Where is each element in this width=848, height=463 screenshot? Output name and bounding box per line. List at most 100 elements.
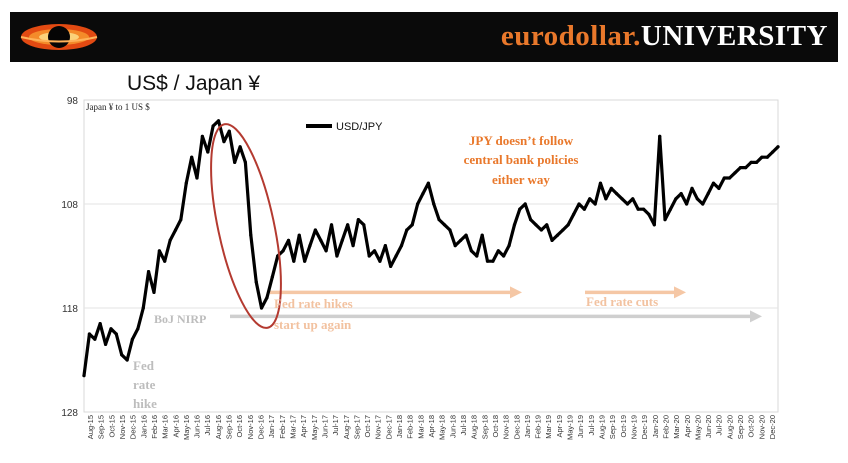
usdjpy-data-point: [771, 150, 775, 154]
usdjpy-data-point: [362, 223, 366, 227]
annotation-fed-rate-hike: rate: [133, 377, 156, 392]
x-tick-label: May-20: [693, 415, 702, 440]
x-tick-label: Dec-17: [384, 415, 393, 439]
usdjpy-data-point: [566, 223, 570, 227]
usdjpy-data-point: [711, 181, 716, 185]
usdjpy-data-point: [270, 275, 274, 279]
x-tick-label: Nov-19: [629, 415, 638, 439]
x-tick-label: May-19: [566, 415, 575, 440]
usdjpy-data-point: [281, 249, 285, 253]
x-tick-label: Mar-16: [161, 415, 170, 439]
usdjpy-data-point: [329, 223, 334, 227]
usdjpy-data-point: [496, 249, 500, 253]
usdjpy-data-point: [109, 327, 113, 331]
annotation-fed-rate-hike: Fed: [133, 358, 155, 373]
usdjpy-data-point: [453, 244, 457, 248]
usdjpy-data-point: [507, 244, 511, 248]
x-tick-label: Jul-16: [203, 415, 212, 435]
usdjpy-data-point: [319, 238, 323, 242]
usdjpy-data-point: [641, 207, 646, 211]
y-tick-label: 98: [67, 96, 79, 107]
usdjpy-data-point: [340, 238, 344, 242]
usdjpy-data-point: [222, 140, 226, 144]
x-tick-label: Jan-19: [523, 415, 532, 438]
usdjpy-data-point: [512, 223, 517, 227]
usdjpy-data-point: [146, 270, 151, 274]
usdjpy-data-point: [130, 337, 135, 341]
usdjpy-data-point: [727, 176, 732, 180]
usdjpy-data-point: [615, 192, 619, 196]
x-tick-label: Feb-19: [534, 415, 543, 439]
usdjpy-data-point: [765, 155, 769, 159]
header-banner: eurodollar.UNIVERSITY: [10, 12, 838, 62]
brand-wordmark: eurodollar.UNIVERSITY: [501, 20, 828, 53]
usdjpy-data-point: [663, 218, 667, 222]
usdjpy-data-point: [539, 228, 543, 232]
usdjpy-data-point: [652, 223, 656, 227]
x-tick-label: Oct-20: [747, 415, 756, 438]
x-tick-label: Aug-19: [598, 415, 607, 439]
x-tick-label: Sep-18: [480, 415, 489, 439]
usdjpy-data-point: [668, 207, 673, 211]
x-tick-label: Dec-19: [640, 415, 649, 439]
boj-nirp-arrow-head: [750, 310, 762, 323]
usdjpy-data-point: [249, 233, 253, 237]
usdjpy-data-point: [410, 223, 414, 227]
x-tick-label: Nov-15: [118, 415, 127, 439]
usdjpy-data-point: [136, 327, 140, 331]
usdjpy-data-point: [356, 218, 360, 222]
y-tick-label: 128: [61, 408, 78, 419]
usdjpy-data-point: [416, 202, 420, 206]
usdjpy-data-point: [383, 244, 387, 248]
x-tick-label: Sep-19: [608, 415, 617, 439]
black-hole-logo-icon: [20, 24, 98, 50]
x-tick-label: Dec-20: [768, 415, 777, 439]
usdjpy-data-point: [335, 254, 339, 258]
usdjpy-data-point: [432, 202, 436, 206]
usdjpy-data-point: [421, 192, 425, 196]
fed-hikes-arrow-head: [510, 286, 522, 299]
x-tick-label: Oct-17: [363, 415, 372, 438]
usdjpy-data-point: [636, 207, 640, 211]
usdjpy-data-point: [227, 129, 231, 133]
annotation-fed-rate-hike: hike: [133, 396, 157, 411]
usdjpy-data-point: [706, 192, 710, 196]
usdjpy-data-point: [480, 233, 484, 237]
x-tick-label: Dec-18: [512, 415, 521, 439]
usdjpy-data-point: [529, 218, 533, 222]
usdjpy-data-point: [179, 218, 183, 222]
usdjpy-data-point: [297, 233, 301, 237]
usdjpy-data-point: [184, 181, 188, 185]
usdjpy-data-point: [582, 207, 586, 211]
usdjpy-data-point: [437, 218, 441, 222]
x-tick-label: Nov-18: [502, 415, 511, 439]
x-tick-label: Jun-18: [448, 415, 457, 438]
usdjpy-data-point: [722, 176, 726, 180]
annotation-fed-rate-hikes-again: Fed rate hikes: [274, 296, 353, 311]
usdjpy-data-point: [141, 306, 145, 310]
usdjpy-data-point: [399, 244, 404, 248]
y-tick-label: 108: [61, 200, 78, 211]
usdjpy-data-point: [717, 186, 721, 190]
usdjpy-data-point: [195, 176, 199, 180]
x-tick-label: Apr-16: [171, 415, 180, 438]
x-tick-label: Feb-18: [406, 415, 415, 439]
x-tick-label: Oct-16: [235, 415, 244, 438]
usdjpy-data-point: [114, 332, 118, 336]
usdjpy-data-point: [658, 134, 662, 138]
usdjpy-data-point: [561, 228, 565, 232]
usdjpy-data-point: [442, 223, 447, 227]
x-tick-label: Sep-20: [736, 415, 745, 439]
usdjpy-data-point: [674, 197, 678, 201]
x-tick-label: Mar-17: [288, 415, 297, 439]
x-tick-label: Aug-20: [725, 415, 734, 439]
x-tick-label: Nov-20: [757, 415, 766, 439]
x-tick-label: Sep-16: [225, 415, 234, 439]
x-tick-label: May-18: [438, 415, 447, 440]
usdjpy-data-point: [475, 254, 479, 258]
usdjpy-data-point: [738, 166, 743, 170]
x-tick-label: Oct-18: [491, 415, 500, 438]
usdjpy-data-point: [168, 238, 172, 242]
usdjpy-data-point: [378, 259, 382, 263]
x-tick-label: Feb-17: [278, 415, 287, 439]
